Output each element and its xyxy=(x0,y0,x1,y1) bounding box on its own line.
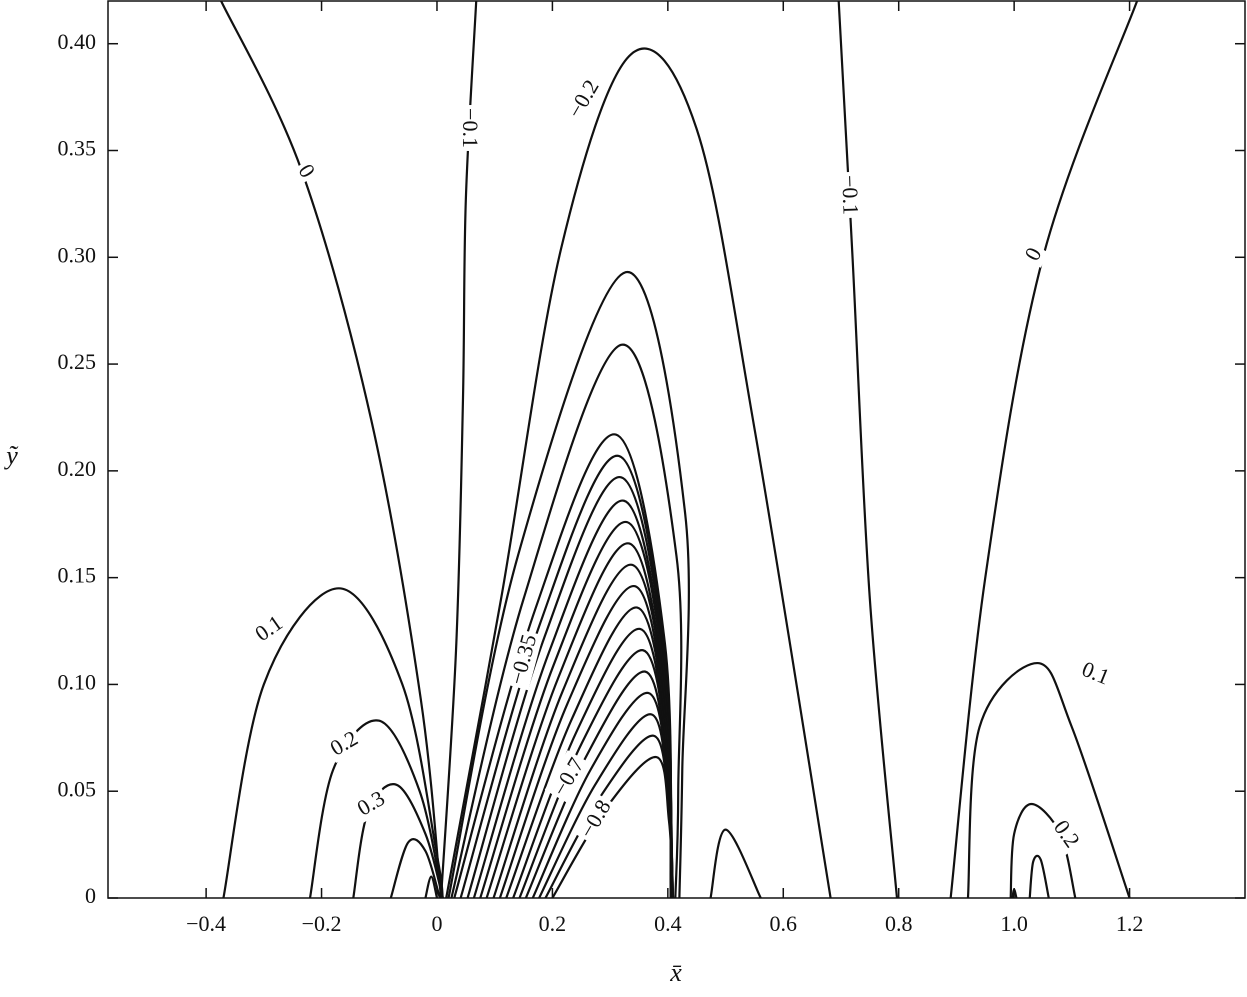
contour-line xyxy=(352,783,444,898)
contour-label-bg xyxy=(247,607,291,649)
contour-layer xyxy=(220,1,1139,898)
contour-line xyxy=(709,828,762,898)
y-tick-label: 0.20 xyxy=(58,456,97,481)
plot-frame xyxy=(107,0,1246,899)
contour-label-group: 0 xyxy=(291,156,324,186)
contour-label: 0.2 xyxy=(1049,815,1085,852)
contour-line xyxy=(450,343,683,898)
contour-label-group: −0.1 xyxy=(456,105,484,151)
x-tick-label: 0.2 xyxy=(539,911,567,936)
y-tick-label: 0.30 xyxy=(58,242,97,267)
contour-label-group: 0.3 xyxy=(349,782,393,823)
contour-line xyxy=(1011,888,1018,898)
contour-line xyxy=(424,875,439,898)
contour-label: −0.1 xyxy=(458,108,483,148)
contour-line xyxy=(837,1,899,898)
contour-label-bg xyxy=(559,72,607,126)
y-tick-label: 0 xyxy=(85,883,96,908)
contour-label-group: −0.1 xyxy=(836,171,865,219)
contour-label-bg xyxy=(1075,653,1117,692)
contour-line xyxy=(1009,802,1077,898)
contour-label-bg xyxy=(1016,240,1049,268)
contour-label-group: 0.2 xyxy=(1046,812,1088,856)
contour-label-bg xyxy=(349,782,393,823)
contour-label-bg xyxy=(291,156,324,186)
x-tick-label: 0 xyxy=(431,911,442,936)
x-tick-label: −0.4 xyxy=(186,911,226,936)
y-axis-label: ỹ xyxy=(3,441,19,470)
contour-label-bg xyxy=(456,105,484,151)
contour-label-group: 0 xyxy=(1016,240,1049,268)
contour-line xyxy=(551,755,675,898)
y-tick-label: 0.25 xyxy=(58,349,97,374)
contour-line xyxy=(308,719,444,898)
y-tick-label: 0.10 xyxy=(58,669,97,694)
contour-line xyxy=(518,649,674,898)
contour-label-bg xyxy=(544,750,592,804)
contour-label: 0.3 xyxy=(353,785,389,820)
contour-label-bg xyxy=(322,722,366,763)
x-tick-label: −0.2 xyxy=(302,911,342,936)
x-tick-label: 1.0 xyxy=(1000,911,1028,936)
contour-line xyxy=(222,587,444,898)
x-tick-label: 0.6 xyxy=(770,911,798,936)
contour-label: −0.1 xyxy=(837,175,863,216)
contour-label-group: 0.1 xyxy=(1075,653,1117,692)
x-tick-label: 0.8 xyxy=(885,911,913,936)
contour-label-bg xyxy=(571,792,619,846)
contour-line xyxy=(220,1,443,898)
x-axis-label: x̄ xyxy=(669,958,682,987)
x-tick-label: 0.4 xyxy=(654,911,682,936)
y-tick-label: 0.05 xyxy=(58,776,97,801)
contour-line xyxy=(445,47,832,898)
contour-line xyxy=(1028,854,1050,898)
contour-line xyxy=(447,271,690,898)
contour-label: 0.1 xyxy=(250,610,287,646)
contour-label-bg xyxy=(502,628,544,691)
contour-label-bg xyxy=(836,171,865,219)
contour-line xyxy=(389,838,441,898)
contour-line xyxy=(966,661,1131,898)
y-tick-label: 0.40 xyxy=(58,29,97,54)
y-tick-label: 0.35 xyxy=(58,136,97,161)
contour-label-bg xyxy=(1046,812,1088,856)
x-tick-label: 1.2 xyxy=(1116,911,1144,936)
contour-line xyxy=(949,1,1139,898)
y-tick-label: 0.15 xyxy=(58,563,97,588)
